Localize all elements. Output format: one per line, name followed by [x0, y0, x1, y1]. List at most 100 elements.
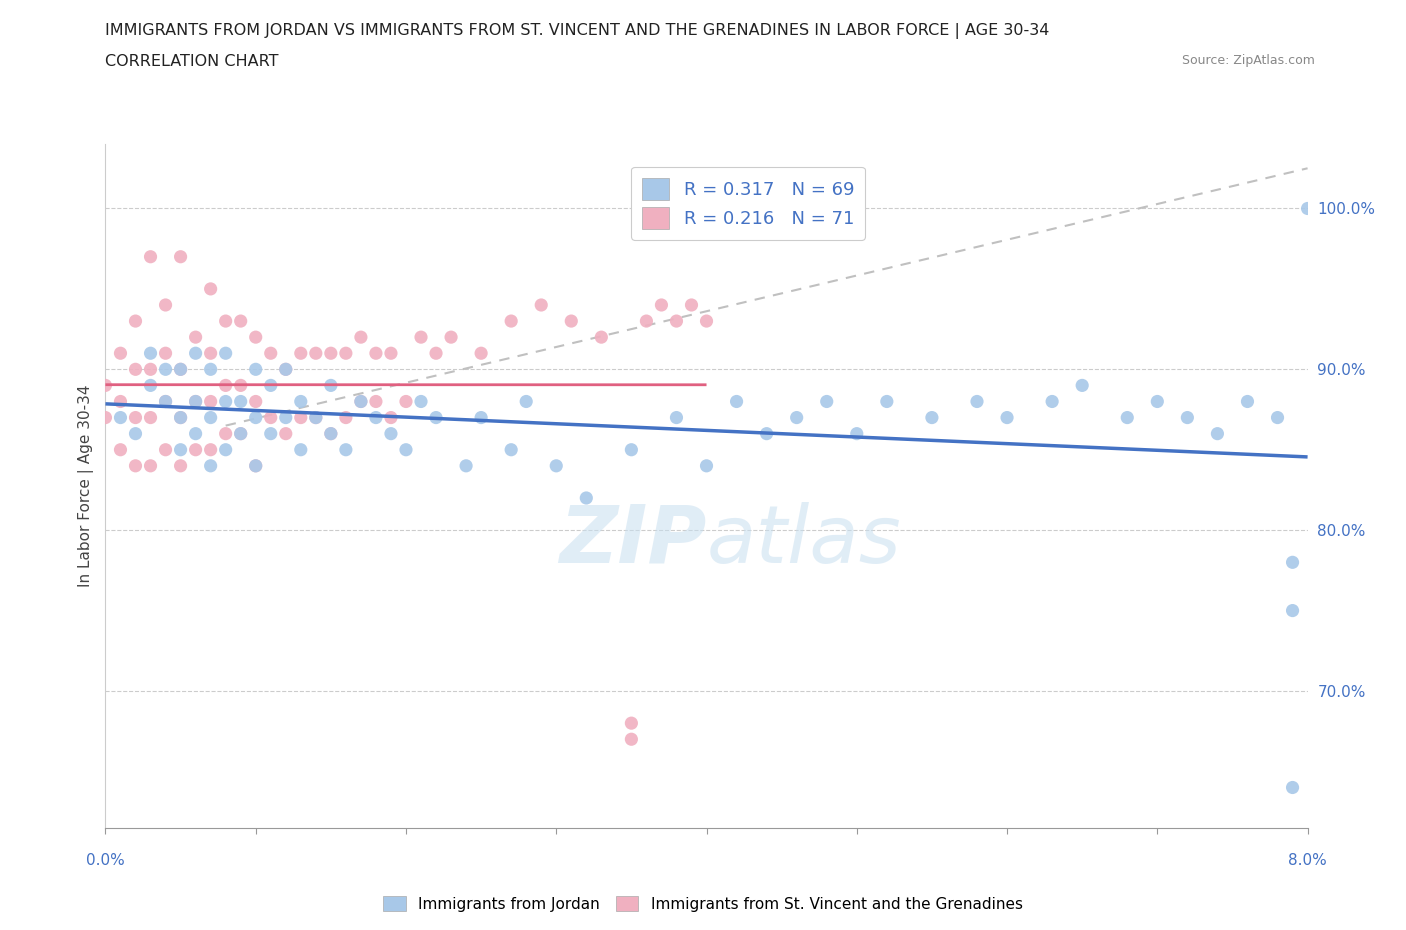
Point — [696, 313, 718, 328]
Point — [274, 362, 297, 377]
Point — [1116, 410, 1139, 425]
Point — [425, 346, 447, 361]
Point — [169, 443, 191, 458]
Point — [110, 394, 132, 409]
Point — [139, 346, 162, 361]
Point — [305, 410, 328, 425]
Point — [319, 346, 342, 361]
Text: ZIP: ZIP — [560, 501, 707, 579]
Point — [124, 458, 146, 473]
Point — [169, 362, 191, 377]
Point — [1296, 201, 1319, 216]
Point — [155, 346, 177, 361]
Point — [124, 313, 146, 328]
Point — [200, 362, 222, 377]
Point — [110, 410, 132, 425]
Text: CORRELATION CHART: CORRELATION CHART — [105, 54, 278, 69]
Point — [245, 394, 267, 409]
Point — [364, 394, 387, 409]
Point — [845, 426, 868, 441]
Point — [364, 346, 387, 361]
Point — [124, 426, 146, 441]
Point — [214, 346, 236, 361]
Point — [94, 378, 117, 392]
Point — [350, 330, 373, 345]
Point — [184, 346, 207, 361]
Point — [876, 394, 898, 409]
Point — [155, 443, 177, 458]
Point — [290, 410, 312, 425]
Point — [169, 362, 191, 377]
Point — [200, 346, 222, 361]
Y-axis label: In Labor Force | Age 30-34: In Labor Force | Age 30-34 — [79, 385, 94, 587]
Point — [1281, 780, 1303, 795]
Point — [425, 410, 447, 425]
Point — [305, 346, 328, 361]
Point — [229, 313, 252, 328]
Point — [229, 426, 252, 441]
Text: 8.0%: 8.0% — [1288, 853, 1327, 868]
Text: atlas: atlas — [707, 501, 901, 579]
Point — [350, 394, 373, 409]
Point — [169, 458, 191, 473]
Point — [575, 490, 598, 505]
Text: IMMIGRANTS FROM JORDAN VS IMMIGRANTS FROM ST. VINCENT AND THE GRENADINES IN LABO: IMMIGRANTS FROM JORDAN VS IMMIGRANTS FRO… — [105, 23, 1050, 39]
Point — [155, 394, 177, 409]
Point — [290, 346, 312, 361]
Point — [319, 378, 342, 392]
Point — [260, 378, 283, 392]
Point — [1236, 394, 1258, 409]
Point — [470, 346, 492, 361]
Point — [139, 362, 162, 377]
Point — [696, 458, 718, 473]
Point — [214, 313, 236, 328]
Point — [650, 298, 672, 312]
Point — [380, 410, 402, 425]
Point — [966, 394, 988, 409]
Point — [319, 426, 342, 441]
Point — [245, 458, 267, 473]
Point — [1175, 410, 1198, 425]
Point — [1281, 604, 1303, 618]
Point — [364, 410, 387, 425]
Point — [395, 394, 418, 409]
Point — [245, 410, 267, 425]
Point — [409, 330, 432, 345]
Point — [681, 298, 703, 312]
Point — [290, 394, 312, 409]
Point — [124, 410, 146, 425]
Point — [124, 362, 146, 377]
Point — [501, 443, 523, 458]
Point — [274, 410, 297, 425]
Point — [245, 330, 267, 345]
Point — [245, 458, 267, 473]
Point — [214, 378, 236, 392]
Point — [139, 249, 162, 264]
Point — [169, 410, 191, 425]
Point — [636, 313, 658, 328]
Point — [665, 410, 688, 425]
Point — [200, 282, 222, 297]
Point — [409, 394, 432, 409]
Point — [995, 410, 1018, 425]
Point — [184, 394, 207, 409]
Point — [214, 394, 236, 409]
Point — [591, 330, 613, 345]
Point — [110, 443, 132, 458]
Point — [1267, 410, 1289, 425]
Point — [1071, 378, 1094, 392]
Text: 0.0%: 0.0% — [86, 853, 125, 868]
Point — [214, 426, 236, 441]
Point — [290, 443, 312, 458]
Point — [229, 394, 252, 409]
Point — [139, 458, 162, 473]
Point — [470, 410, 492, 425]
Point — [155, 298, 177, 312]
Point — [1281, 555, 1303, 570]
Point — [380, 346, 402, 361]
Point — [546, 458, 568, 473]
Point — [245, 362, 267, 377]
Point — [335, 443, 357, 458]
Point — [665, 313, 688, 328]
Point — [335, 346, 357, 361]
